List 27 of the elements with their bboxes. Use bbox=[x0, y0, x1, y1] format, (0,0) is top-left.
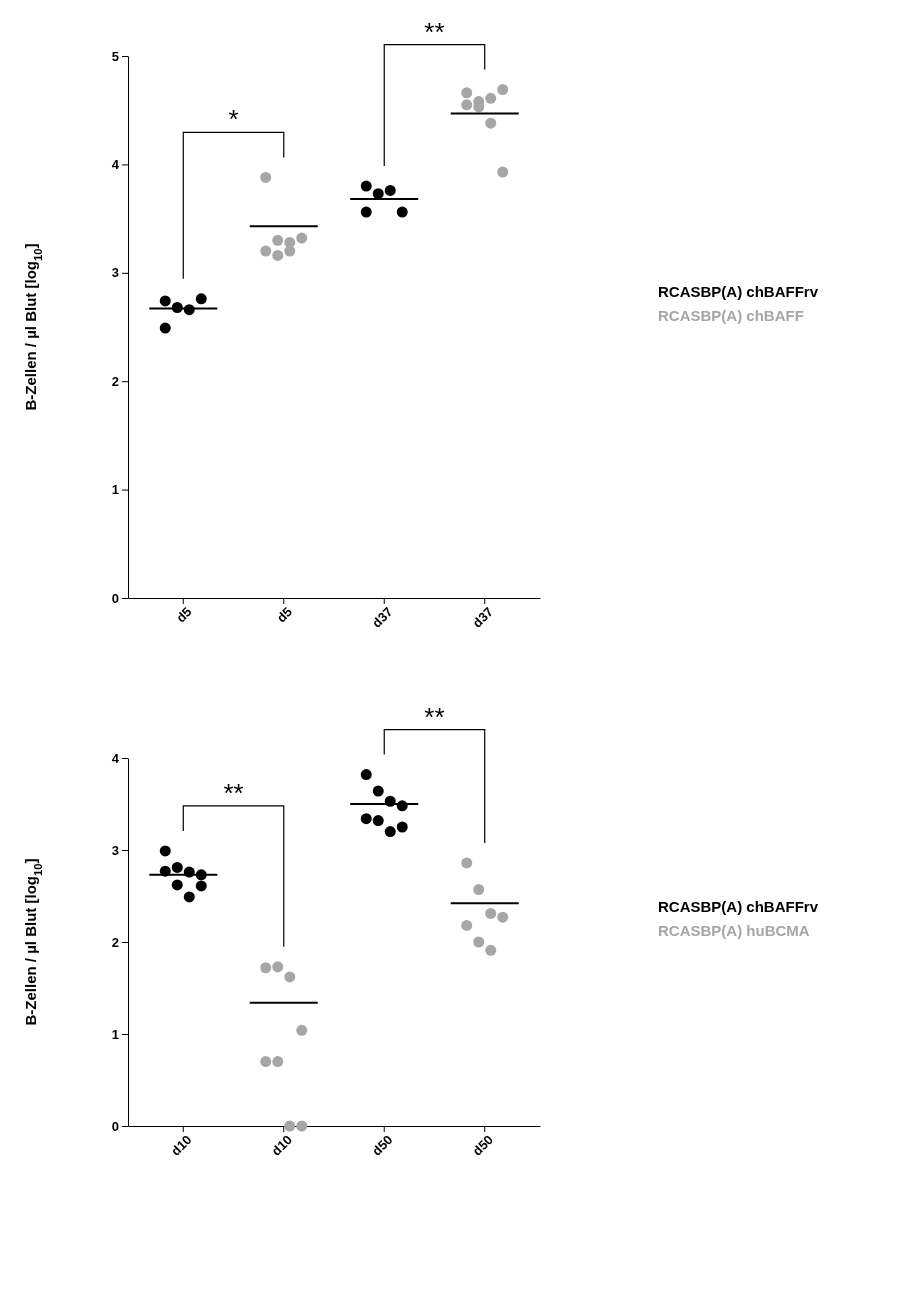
y-tick-label: 1 bbox=[111, 1026, 119, 1042]
y-tick-label: 3 bbox=[111, 265, 119, 281]
y-tick-label: 3 bbox=[111, 842, 119, 858]
y-tick-label: 2 bbox=[111, 373, 119, 389]
text: RCASBP(A) chBAFF bbox=[658, 307, 804, 324]
x-tick-label: d37 bbox=[469, 604, 496, 631]
y-tick-label: 0 bbox=[111, 1118, 119, 1134]
x-tick-label: d37 bbox=[369, 604, 396, 631]
x-tick-label: d50 bbox=[469, 1132, 496, 1159]
x-tick-label: d10 bbox=[168, 1132, 195, 1159]
x-tick-label: d50 bbox=[369, 1132, 396, 1159]
text: RCASBP(A) chBAFFrv bbox=[658, 283, 819, 300]
text: ** bbox=[424, 16, 445, 47]
y-tick-label: 0 bbox=[111, 590, 119, 606]
y-tick-label: 4 bbox=[111, 157, 120, 173]
y-tick-label: 1 bbox=[111, 482, 119, 498]
annotation: * bbox=[228, 104, 239, 135]
x-tick-label: d5 bbox=[273, 604, 295, 626]
text: RCASBP(A) huBCMA bbox=[658, 922, 810, 939]
x-tick-label: d10 bbox=[268, 1132, 295, 1159]
text: RCASBP(A) chBAFFrv bbox=[658, 898, 819, 915]
y-tick-label: 5 bbox=[111, 48, 119, 64]
y-tick-label: 2 bbox=[111, 934, 119, 950]
y-tick-label: 4 bbox=[111, 750, 120, 766]
text: ** bbox=[424, 701, 445, 732]
annotation: ** bbox=[223, 777, 244, 808]
x-tick-label: d5 bbox=[173, 604, 195, 626]
